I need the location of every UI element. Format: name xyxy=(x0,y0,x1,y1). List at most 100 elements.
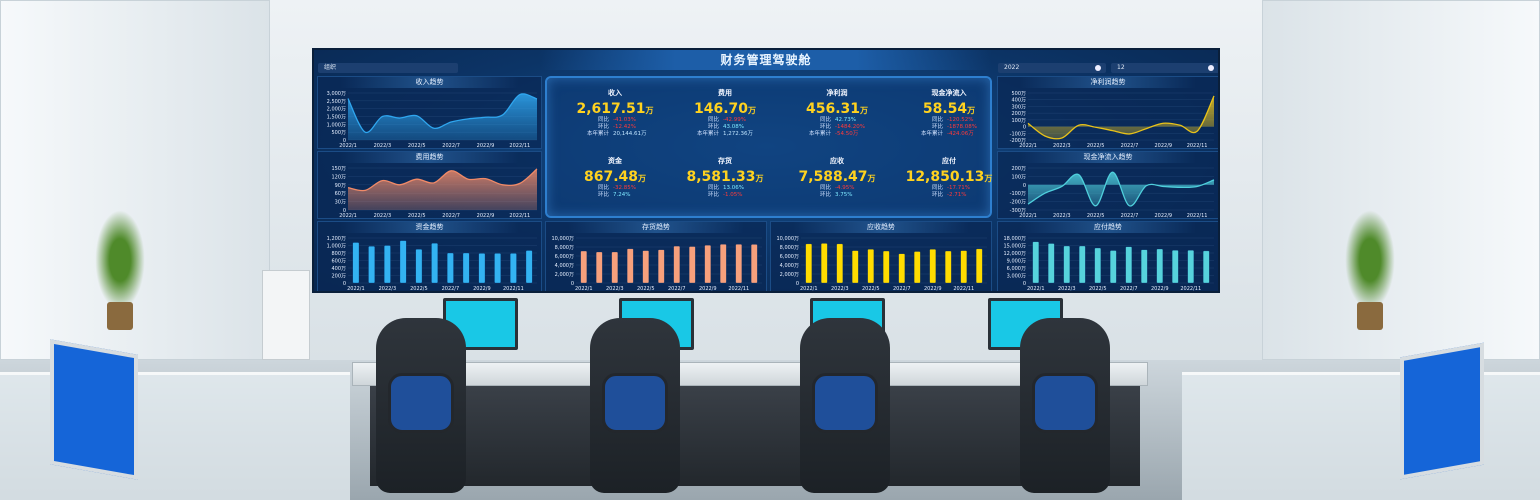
y-tick-label: 4,000万 xyxy=(780,263,799,269)
y-tick-label: 2,500万 xyxy=(327,99,346,105)
y-tick-label: -200万 xyxy=(1010,138,1026,144)
y-tick-label: 600万 xyxy=(331,259,346,265)
x-tick-label: 2022/3 xyxy=(379,286,397,292)
x-tick-label: 2022/11 xyxy=(503,286,524,292)
x-tick-label: 2022/1 xyxy=(1019,213,1037,219)
y-tick-label: 150万 xyxy=(331,166,346,172)
x-tick-label: 2022/7 xyxy=(1120,286,1138,292)
x-tick-label: 2022/11 xyxy=(953,286,974,292)
y-tick-label: 4,000万 xyxy=(555,263,574,269)
kpi-stat-value: -1484.20% xyxy=(835,124,865,130)
y-tick-label: 200万 xyxy=(1011,111,1026,117)
y-tick-label: 3,000万 xyxy=(1007,274,1026,280)
y-tick-label: 400万 xyxy=(331,266,346,272)
kpi-stat-row: 同比 42.73% xyxy=(787,117,887,124)
x-tick-label: 2022/11 xyxy=(728,286,749,292)
kpi-stat-label: 环比 xyxy=(707,124,719,130)
kpi-value: 8,581.33万 xyxy=(675,169,775,185)
x-tick-label: 2022/5 xyxy=(1089,286,1107,292)
chart-title: 资金趋势 xyxy=(318,222,541,233)
y-tick-label: 6,000万 xyxy=(555,254,574,260)
y-tick-label: -200万 xyxy=(1010,200,1026,206)
kpi-stat-label: 同比 xyxy=(931,185,943,191)
chart-title: 应付趋势 xyxy=(998,222,1218,233)
bar xyxy=(1156,248,1164,284)
kpi-stat-row: 同比 -17.71% xyxy=(899,185,999,192)
bar xyxy=(867,249,875,284)
org-select[interactable]: 组织 xyxy=(318,63,458,73)
x-tick-label: 2022/3 xyxy=(606,286,624,292)
x-tick-label: 2022/7 xyxy=(442,286,460,292)
kpi-value: 58.54万 xyxy=(899,101,999,117)
area-fill xyxy=(348,168,537,210)
kpi-unit: 万 xyxy=(860,106,869,115)
bar xyxy=(673,245,681,284)
bar xyxy=(944,250,952,284)
kpi-stat-value: 20,144.61万 xyxy=(613,131,647,137)
chevron-down-icon[interactable] xyxy=(1095,65,1101,71)
x-tick-label: 2022/9 xyxy=(1151,286,1169,292)
chart-title: 费用趋势 xyxy=(318,152,541,163)
year-select[interactable]: 2022 xyxy=(998,63,1106,73)
inventory-chart-panel: 存货趋势 0 2,000万 4,000万 6,000万 8,000万 10,000万 2022… xyxy=(545,221,767,292)
kpi-stat-row: 环比 3.75% xyxy=(787,192,887,199)
bar xyxy=(1109,250,1117,284)
kpi-stat-label: 环比 xyxy=(931,192,943,198)
kpi-label: 资金 xyxy=(608,157,622,165)
kpi-stat-value: 13.06% xyxy=(723,185,744,191)
x-tick-label: 2022/5 xyxy=(637,286,655,292)
receivable-chart-panel: 应收趋势 0 2,000万 4,000万 6,000万 8,000万 10,000万 2022… xyxy=(770,221,992,292)
kpi-value: 867.48万 xyxy=(565,169,665,185)
y-tick-label: 120万 xyxy=(331,174,346,180)
y-tick-label: 800万 xyxy=(331,251,346,257)
kpi-value-number: 146.70 xyxy=(693,101,749,117)
podium xyxy=(262,270,310,360)
bar xyxy=(1171,250,1179,284)
bar xyxy=(688,246,696,284)
kpi-value: 12,850.13万 xyxy=(899,169,999,185)
kpi-stat-value: -2.71% xyxy=(947,192,967,198)
bar xyxy=(509,253,517,284)
x-tick-label: 2022/3 xyxy=(1053,143,1071,149)
org-select-label: 组织 xyxy=(324,64,337,71)
month-select[interactable]: 12 xyxy=(1111,63,1218,73)
bar xyxy=(820,243,828,284)
kpi-stat-value: -42.99% xyxy=(723,117,746,123)
kpi-stat-label: 环比 xyxy=(597,192,609,198)
bar xyxy=(580,250,588,284)
y-tick-label: 1,000万 xyxy=(327,244,346,250)
bar xyxy=(1063,245,1071,284)
y-tick-label: 9,000万 xyxy=(1007,259,1026,265)
kpi-unit: 万 xyxy=(645,106,654,115)
kpi-unit: 万 xyxy=(638,174,647,183)
kpi-stat-row: 环比 7.24% xyxy=(565,192,665,199)
bar xyxy=(383,245,391,284)
chair xyxy=(590,318,680,493)
chair xyxy=(376,318,466,493)
y-tick-label: 2,000万 xyxy=(327,107,346,113)
kpi-stat-row: 环比 -2.71% xyxy=(899,192,999,199)
kpi-unit: 万 xyxy=(984,174,993,183)
bar xyxy=(446,252,454,284)
income-chart-panel: 收入趋势 0 500万 1,000万 1,500万 2,000万 2,500万 3,000万 2… xyxy=(317,76,542,149)
bar xyxy=(882,250,890,284)
x-tick-label: 2022/1 xyxy=(800,286,818,292)
kpi-stat-row: 同比 -4.95% xyxy=(787,185,887,192)
chevron-down-icon[interactable] xyxy=(1208,65,1214,71)
bar xyxy=(1078,245,1086,284)
kpi-label: 费用 xyxy=(718,89,732,97)
bar xyxy=(657,249,665,284)
receivable-chart: 0 2,000万 4,000万 6,000万 8,000万 10,000万 2022/1 20… xyxy=(777,236,987,292)
series-line xyxy=(1027,95,1215,140)
kpi-stat-value: 43.08% xyxy=(723,124,744,130)
x-tick-label: 2022/7 xyxy=(442,143,460,149)
kpi-stat-row: 本年累计 20,144.61万 xyxy=(565,131,665,138)
y-tick-label: 60万 xyxy=(335,191,346,197)
kpi-stat-label: 同比 xyxy=(931,117,943,123)
cashflow-chart-panel: 现金净流入趋势 -300万 -200万 -100万 0 100万 200万 2022/1 202… xyxy=(997,151,1218,219)
kpi-stat-value: -120.52% xyxy=(947,117,974,123)
kpi-stat-row: 环比 -1878.08% xyxy=(899,124,999,131)
expense-chart-panel: 费用趋势 0 30万 60万 90万 120万 150万 2022/1 2022/3 2022/5… xyxy=(317,151,542,219)
